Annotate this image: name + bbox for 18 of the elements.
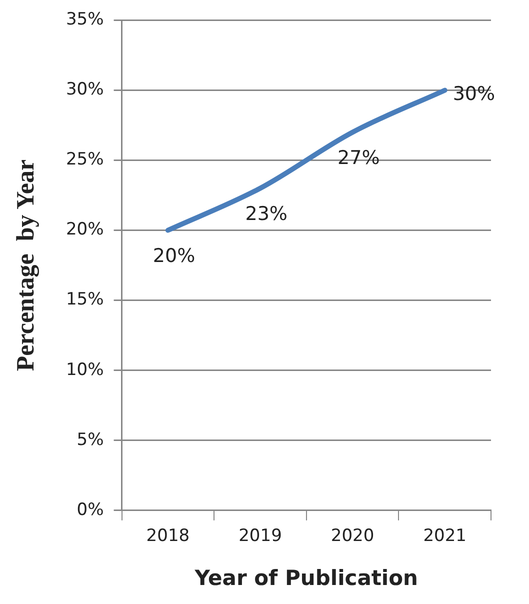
y-tick-label: 15% (66, 290, 104, 310)
y-tick-label: 5% (76, 430, 104, 450)
y-tick-label: 35% (66, 10, 104, 30)
y-tick-label: 30% (66, 80, 104, 100)
data-label: 30% (452, 83, 496, 106)
data-label: 20% (152, 245, 196, 268)
x-axis-title: Year of Publication (194, 566, 418, 590)
x-tick-label: 2021 (423, 526, 466, 546)
y-tick-label: 0% (76, 500, 104, 520)
x-tick-label: 2018 (146, 526, 190, 546)
x-tick-label: 2020 (330, 526, 374, 546)
y-tick-label: 10% (66, 360, 104, 380)
data-label: 23% (245, 203, 288, 226)
x-tick-label: 2019 (238, 526, 282, 546)
y-axis-title: Percentage by Year (12, 159, 40, 372)
data-label: 27% (338, 147, 380, 170)
y-tick-label: 25% (66, 150, 104, 170)
y-tick-label: 20% (66, 220, 104, 240)
